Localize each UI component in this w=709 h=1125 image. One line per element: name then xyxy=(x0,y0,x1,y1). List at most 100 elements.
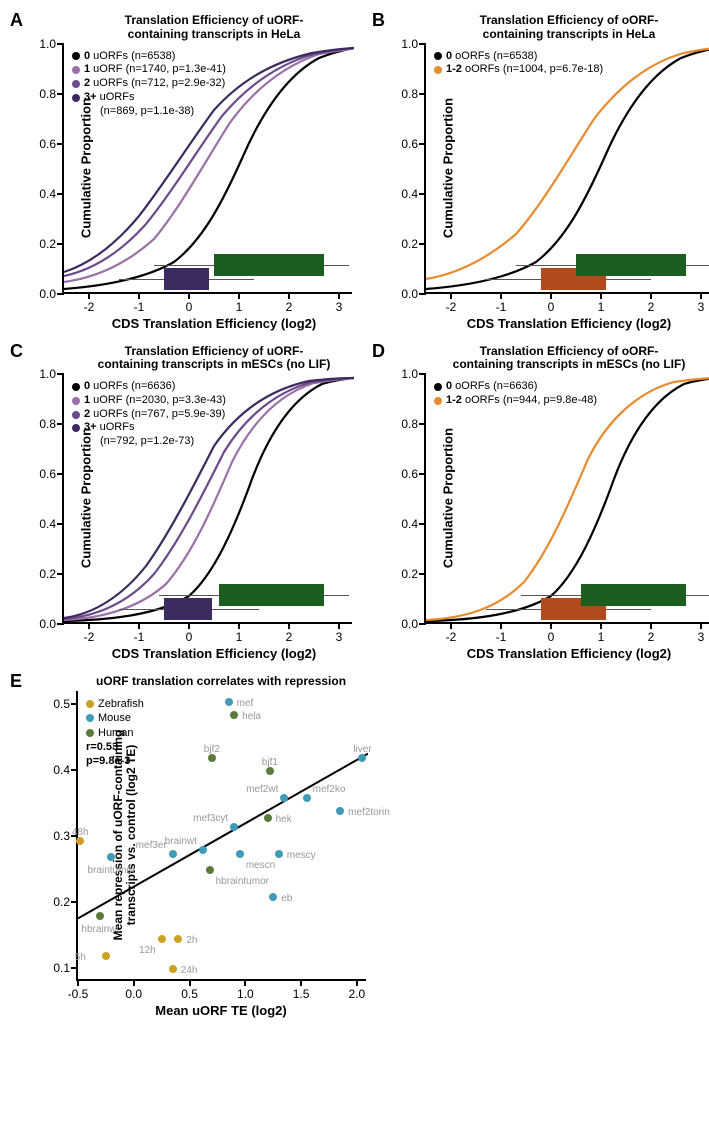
legend-dot-icon xyxy=(72,80,80,88)
xtick-label: 2 xyxy=(648,300,655,314)
scatter-label: bjf2 xyxy=(204,744,220,755)
xlabel: CDS Translation Efficiency (log2) xyxy=(34,316,366,331)
ytick-label: 1.0 xyxy=(30,367,56,381)
regression-line xyxy=(78,754,368,919)
legend-text: 0 oORFs (n=6538) xyxy=(446,50,537,64)
xlabel: CDS Translation Efficiency (log2) xyxy=(396,646,709,661)
legend: 0 oORFs (n=6538)1-2 oORFs (n=1004, p=6.7… xyxy=(434,50,603,78)
legend-item: 3+ uORFs xyxy=(72,91,226,105)
legend-text: Human xyxy=(98,726,133,740)
xtick-label: -2 xyxy=(446,300,457,314)
xlabel: CDS Translation Efficiency (log2) xyxy=(396,316,709,331)
legend-item: Zebrafish xyxy=(86,697,144,711)
legend-text: 1-2 oORFs (n=1004, p=6.7e-18) xyxy=(446,63,603,77)
scatter-label: mef xyxy=(237,698,254,709)
panel-label-d: D xyxy=(372,341,385,362)
legend: 0 uORFs (n=6636)1 uORF (n=2030, p=3.3e-4… xyxy=(72,380,226,449)
panel-e-title: uORF translation correlates with repress… xyxy=(34,675,366,689)
legend-item: Mouse xyxy=(86,711,144,725)
scatter-point xyxy=(264,814,272,822)
ytick-label: 0.6 xyxy=(392,467,418,481)
scatter-label: 24h xyxy=(181,965,198,976)
legend: 0 oORFs (n=6636)1-2 oORFs (n=944, p=9.8e… xyxy=(434,380,597,408)
legend-item: 0 oORFs (n=6538) xyxy=(434,50,603,64)
xtick-label: 2.0 xyxy=(349,987,366,1001)
scatter-label: liver xyxy=(353,744,371,755)
xtick-label: 0 xyxy=(186,630,193,644)
scatter-point xyxy=(225,698,233,706)
box-plot xyxy=(576,254,686,276)
xtick-label: 3 xyxy=(698,630,705,644)
panel-a: A Translation Efficiency of uORF-contain… xyxy=(10,10,366,331)
box-plot xyxy=(214,254,324,276)
panel-c-axes: Cumulative Proportion 0.00.20.40.60.81.0… xyxy=(62,374,352,624)
legend-text: 1-2 oORFs (n=944, p=9.8e-48) xyxy=(446,394,597,408)
scatter-point xyxy=(303,794,311,802)
scatter-label: mef2torin xyxy=(348,807,390,818)
ytick-label: 0.3 xyxy=(44,829,70,843)
legend: ZebrafishMouseHumanr=0.53p=9.8e-3 xyxy=(86,697,144,768)
xlabel-e: Mean uORF TE (log2) xyxy=(34,1003,366,1018)
xtick-label: 3 xyxy=(336,630,343,644)
scatter-point xyxy=(174,935,182,943)
legend-dot-icon xyxy=(86,714,94,722)
scatter-label: mescn xyxy=(246,860,275,871)
xtick-label: 1 xyxy=(598,300,605,314)
panel-c: C Translation Efficiency of uORF-contain… xyxy=(10,341,366,662)
xtick-label: 1.5 xyxy=(293,987,310,1001)
xtick-label: 3 xyxy=(336,300,343,314)
legend-text: 0 uORFs (n=6538) xyxy=(84,50,175,64)
legend-item: Human xyxy=(86,726,144,740)
xtick-label: -2 xyxy=(446,630,457,644)
legend-item: 0 uORFs (n=6636) xyxy=(72,380,226,394)
scatter-point xyxy=(230,711,238,719)
box-plot xyxy=(164,598,212,620)
ytick-label: 0.0 xyxy=(392,617,418,631)
scatter-point xyxy=(336,807,344,815)
legend-item: 0 uORFs (n=6538) xyxy=(72,50,226,64)
ytick-label: 0.4 xyxy=(392,517,418,531)
legend-dot-icon xyxy=(86,700,94,708)
panel-b: B Translation Efficiency of oORF-contain… xyxy=(372,10,709,331)
scatter-point xyxy=(280,794,288,802)
legend-item: 3+ uORFs xyxy=(72,421,226,435)
ytick-label: 0.0 xyxy=(392,287,418,301)
legend-text: 0 oORFs (n=6636) xyxy=(446,380,537,394)
scatter-label: mef3er xyxy=(136,840,167,851)
xtick-label: -2 xyxy=(84,630,95,644)
scatter-label: 2h xyxy=(186,935,197,946)
ytick-label: 0.8 xyxy=(30,87,56,101)
ytick-label: 0.2 xyxy=(392,237,418,251)
legend-text: (n=869, p=1.1e-38) xyxy=(100,105,194,119)
scatter-point xyxy=(102,952,110,960)
stat-r: r=0.53 xyxy=(86,740,144,754)
panel-label-b: B xyxy=(372,10,385,31)
legend-text: 1 uORF (n=1740, p=1.3e-41) xyxy=(84,63,226,77)
ytick-label: 0.0 xyxy=(30,287,56,301)
panel-e-axes: Mean repression of uORF-containingtransc… xyxy=(76,691,366,981)
scatter-label: 5h xyxy=(75,952,86,963)
legend-item: 2 uORFs (n=712, p=2.9e-32) xyxy=(72,77,226,91)
panel-d: D Translation Efficiency of oORF-contain… xyxy=(372,341,709,662)
legend-text: 3+ uORFs xyxy=(84,421,134,435)
legend-text: Zebrafish xyxy=(98,697,144,711)
legend-dot-icon xyxy=(86,729,94,737)
xtick-label: -1 xyxy=(496,630,507,644)
legend-item: 2 uORFs (n=767, p=5.9e-39) xyxy=(72,408,226,422)
xtick-label: -1 xyxy=(134,300,145,314)
ytick-label: 0.2 xyxy=(392,567,418,581)
legend-text: 2 uORFs (n=712, p=2.9e-32) xyxy=(84,77,225,91)
scatter-point xyxy=(269,893,277,901)
scatter-point xyxy=(158,935,166,943)
legend-dot-icon xyxy=(72,383,80,391)
legend-text: 2 uORFs (n=767, p=5.9e-39) xyxy=(84,408,225,422)
legend-dot-icon xyxy=(72,94,80,102)
legend-text: 1 uORF (n=2030, p=3.3e-43) xyxy=(84,394,226,408)
panel-label-c: C xyxy=(10,341,23,362)
scatter-point xyxy=(107,853,115,861)
scatter-label: mef2ko xyxy=(313,784,346,795)
xtick-label: 0.5 xyxy=(181,987,198,1001)
scatter-point xyxy=(206,866,214,874)
panel-d-axes: Cumulative Proportion 0.00.20.40.60.81.0… xyxy=(424,374,709,624)
legend-text: 0 uORFs (n=6636) xyxy=(84,380,175,394)
